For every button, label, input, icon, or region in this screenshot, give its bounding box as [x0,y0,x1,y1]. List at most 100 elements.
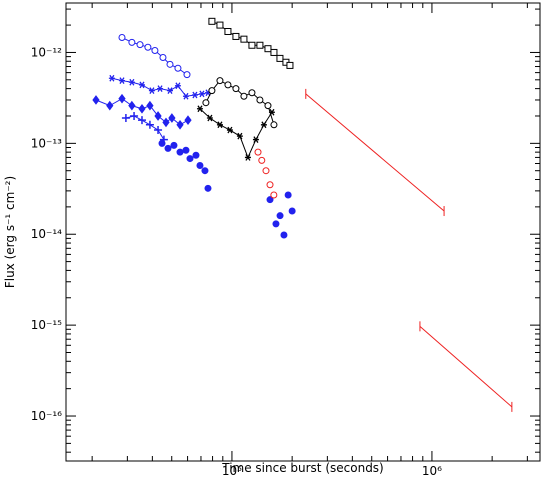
data-point [240,92,248,100]
data-point [128,78,135,86]
series-line [205,79,275,125]
data-point [272,220,280,228]
data-point [248,41,256,49]
data-point [270,48,278,56]
data-point [268,108,275,116]
data-point [208,17,216,25]
data-point [128,38,136,46]
data-point [256,41,264,49]
data-point [216,121,223,129]
data-point [260,121,267,129]
x-tick-label: 10⁶ [422,464,442,478]
data-point [164,144,172,152]
data-point [182,92,189,100]
data-point [192,151,200,159]
data-point [121,114,130,123]
data-point [138,103,146,114]
data-point [264,45,272,53]
data-point [158,139,166,147]
y-tick-label: 10⁻¹² [31,45,62,59]
data-point [262,167,270,175]
data-point [226,126,233,134]
data-point [202,99,210,107]
data-point [146,100,154,111]
data-point [248,89,256,97]
data-point [264,102,272,110]
y-tick-label: 10⁻¹⁵ [31,318,62,332]
data-point [166,87,173,95]
data-point [216,21,224,29]
data-point [176,148,184,156]
data-point [159,53,167,61]
data-point [276,54,284,62]
data-point [154,126,163,135]
data-point [182,146,190,154]
data-point [256,96,264,104]
data-point [118,93,126,104]
data-point [176,119,184,130]
y-axis-label: Flux (erg s⁻¹ cm⁻²) [3,176,17,288]
data-point [254,148,262,156]
data-point [206,114,213,122]
y-tick-label: 10⁻¹⁴ [31,227,62,241]
data-point [184,115,192,125]
data-point [130,111,139,120]
data-point [92,95,100,105]
data-point [244,154,251,161]
data-point [136,41,144,49]
data-point [266,181,274,189]
data-point [196,105,203,113]
data-point [240,35,248,43]
y-tick-label: 10⁻¹³ [31,136,62,150]
data-point [204,184,212,192]
series-line [305,93,513,408]
plot-frame [65,2,541,462]
data-point [232,32,240,40]
data-point [280,231,288,239]
data-point [232,85,240,93]
data-point [224,28,232,36]
data-point [270,121,278,129]
data-point [224,81,232,89]
data-point [118,77,125,84]
data-point [198,90,205,98]
x-axis-label: Time since burst (seconds) [221,461,384,475]
data-point [270,191,278,199]
data-point [145,120,154,129]
data-point [174,64,182,72]
data-point [144,43,152,51]
data-point [154,111,162,121]
data-point [138,81,145,89]
data-point [168,113,176,123]
data-point [148,87,155,95]
data-point [276,212,284,220]
data-point [208,87,216,95]
data-point [191,91,198,99]
data-point [174,82,181,90]
data-point [186,155,194,163]
data-point [106,100,114,111]
y-tick-label: 10⁻¹⁶ [31,409,62,423]
data-point [170,141,178,149]
data-point [252,136,259,143]
data-point [118,34,126,42]
data-point [162,117,170,128]
data-point [201,167,209,175]
data-point [266,196,274,204]
data-point [108,74,115,82]
data-point [216,77,224,85]
data-point [166,60,174,68]
data-point [183,71,191,79]
data-point [157,85,164,92]
data-point [284,191,292,199]
data-point [137,116,146,125]
data-point [236,132,243,140]
data-point [286,61,294,69]
data-point [196,162,204,170]
data-point [288,207,296,215]
x-tick-label: 10⁵ [222,464,242,478]
data-point [128,100,136,111]
data-point [258,156,266,164]
data-point [151,47,159,55]
